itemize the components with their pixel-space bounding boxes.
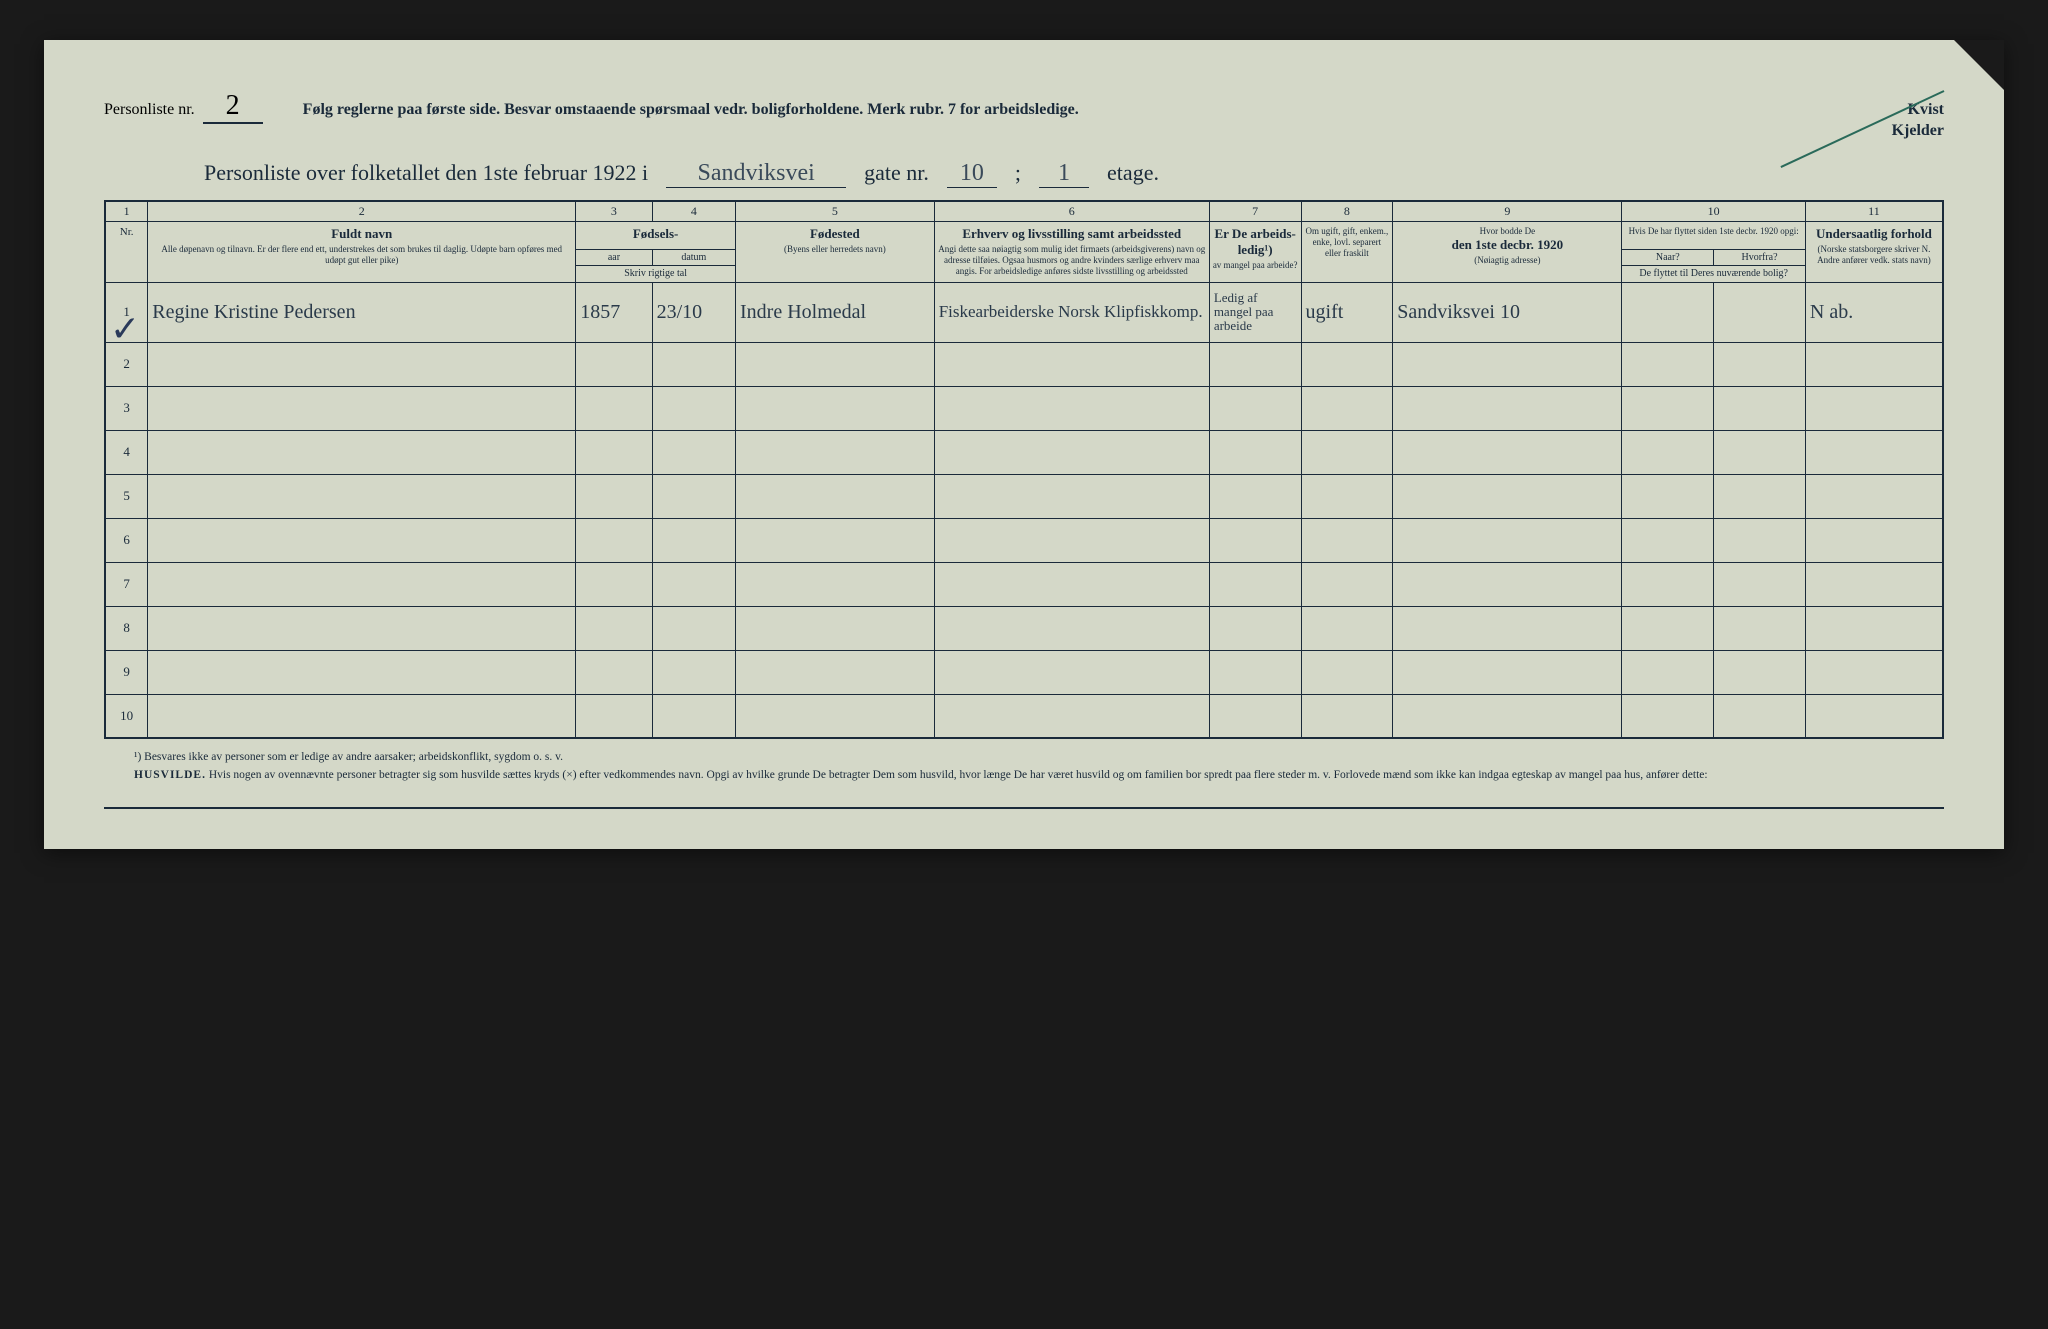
row-nr: 8	[105, 606, 148, 650]
col-birth-title: Fødsels-	[579, 226, 732, 242]
col-name-header: Fuldt navn Alle døpenavn og tilnavn. Er …	[148, 221, 576, 282]
colnum-8: 8	[1301, 201, 1393, 222]
census-form-page: Personliste nr. 2 Følg reglerne paa førs…	[44, 40, 2004, 849]
column-header-row: Nr. Fuldt navn Alle døpenavn og tilnavn.…	[105, 221, 1943, 249]
table-row: 8	[105, 606, 1943, 650]
personliste-nr-field: Personliste nr. 2	[104, 90, 263, 124]
col-nationality-title: Undersaatlig forhold	[1809, 226, 1939, 242]
cell-name: Regine Kristine Pedersen	[148, 282, 576, 342]
cell-marital: ugift	[1301, 282, 1393, 342]
table-row: 4	[105, 430, 1943, 474]
footnotes: ¹) Besvares ikke av personer som er ledi…	[104, 749, 1944, 783]
col-name-sub: Alle døpenavn og tilnavn. Er der flere e…	[151, 244, 572, 267]
col-marital-header: Om ugift, gift, enkem., enke, lovl. sepa…	[1301, 221, 1393, 282]
col-year-sub: aar	[576, 249, 652, 265]
col-occupation-sub: Angi dette saa nøiagtig som mulig idet f…	[938, 244, 1206, 278]
husvilde-text: Hvis nogen av ovennævnte personer betrag…	[209, 769, 1708, 781]
colnum-1: 1	[105, 201, 148, 222]
footnote-2: HUSVILDE. Hvis nogen av ovennævnte perso…	[134, 767, 1914, 783]
header-right-labels: Kvist Kjelder	[1892, 100, 1944, 142]
table-row: 1 Regine Kristine Pedersen 1857 23/10 In…	[105, 282, 1943, 342]
colnum-11: 11	[1805, 201, 1943, 222]
col-unemployed-title: Er De arbeids-ledig¹)	[1213, 226, 1298, 259]
colnum-4: 4	[652, 201, 735, 222]
table-row: 3	[105, 386, 1943, 430]
col-name-title: Fuldt navn	[151, 226, 572, 242]
cell-year: 1857	[576, 282, 652, 342]
table-row: 5	[105, 474, 1943, 518]
cell-moved-when	[1622, 282, 1714, 342]
col-address1920-header: Hvor bodde De den 1ste decbr. 1920 (Nøia…	[1393, 221, 1622, 282]
census-table: 1 2 3 4 5 6 7 8 9 10 11 Nr. Fuldt navn	[104, 200, 1944, 740]
cell-address1920: Sandviksvei 10	[1393, 282, 1622, 342]
cell-nationality: N ab.	[1805, 282, 1943, 342]
row-nr: 5	[105, 474, 148, 518]
col-nationality-header: Undersaatlig forhold (Norske statsborger…	[1805, 221, 1943, 282]
col-birth-note: Skriv rigtige tal	[576, 266, 736, 282]
col-birthplace-header: Fødested (Byens eller herredets navn)	[736, 221, 935, 282]
colnum-3: 3	[576, 201, 652, 222]
personliste-label: Personliste nr.	[104, 101, 195, 119]
cell-moved-from	[1714, 282, 1806, 342]
colnum-2: 2	[148, 201, 576, 222]
colnum-10: 10	[1622, 201, 1805, 222]
etage-label: etage.	[1107, 160, 1159, 186]
semicolon: ;	[1015, 160, 1021, 186]
column-number-row: 1 2 3 4 5 6 7 8 9 10 11	[105, 201, 1943, 222]
col-unemployed-sub: av mangel paa arbeide?	[1213, 260, 1298, 271]
col-address1920-sub: (Nøiagtig adresse)	[1396, 255, 1618, 266]
footnote-1: ¹) Besvares ikke av personer som er ledi…	[134, 749, 1914, 765]
bottom-rule	[104, 807, 1944, 809]
table-row: 10	[105, 694, 1943, 738]
table-body: 1 Regine Kristine Pedersen 1857 23/10 In…	[105, 282, 1943, 738]
personliste-nr-value: 2	[203, 90, 263, 124]
row-nr: 7	[105, 562, 148, 606]
header-top-row: Personliste nr. 2 Følg reglerne paa førs…	[104, 90, 1944, 142]
table-row: 6	[105, 518, 1943, 562]
col-birth-header: Fødsels-	[576, 221, 736, 249]
gate-nr-value: 10	[947, 160, 997, 188]
row-nr: 10	[105, 694, 148, 738]
kjelder-label: Kjelder	[1892, 121, 1944, 142]
header-instructions: Følg reglerne paa første side. Besvar om…	[303, 101, 1852, 119]
col-birthplace-title: Fødested	[739, 226, 931, 242]
gate-label: gate nr.	[864, 160, 929, 186]
cell-unemployed: Ledig af mangel paa arbeide	[1209, 282, 1301, 342]
row-nr: 3	[105, 386, 148, 430]
table-row: 2	[105, 342, 1943, 386]
colnum-5: 5	[736, 201, 935, 222]
table-row: 7	[105, 562, 1943, 606]
col-moved-sub: De flyttet til Deres nuværende bolig?	[1622, 266, 1805, 282]
header-title-row: Personliste over folketallet den 1ste fe…	[104, 160, 1944, 188]
table-row: 9	[105, 650, 1943, 694]
col-birthplace-sub: (Byens eller herredets navn)	[739, 244, 931, 255]
col-nationality-sub: (Norske statsborgere skriver N. Andre an…	[1809, 244, 1939, 267]
col-unemployed-header: Er De arbeids-ledig¹) av mangel paa arbe…	[1209, 221, 1301, 282]
cell-occupation: Fiskearbeiderske Norsk Klipfiskkomp.	[934, 282, 1209, 342]
col-nr-header: Nr.	[105, 221, 148, 282]
col-address1920-title: den 1ste decbr. 1920	[1396, 237, 1618, 253]
census-title: Personliste over folketallet den 1ste fe…	[204, 160, 648, 186]
row-nr: 9	[105, 650, 148, 694]
col-moved-when: Naar?	[1622, 249, 1714, 265]
col-marital-title: Om ugift, gift, enkem., enke, lovl. sepa…	[1305, 226, 1390, 260]
col-moved-header: Hvis De har flyttet siden 1ste decbr. 19…	[1622, 221, 1805, 249]
street-value: Sandviksvei	[666, 160, 846, 188]
row-nr: 6	[105, 518, 148, 562]
col-address1920-pre: Hvor bodde De	[1396, 226, 1618, 237]
cell-date: 23/10	[652, 282, 735, 342]
col-occupation-title: Erhverv og livsstilling samt arbeidssted	[938, 226, 1206, 242]
colnum-9: 9	[1393, 201, 1622, 222]
col-moved-title: Hvis De har flyttet siden 1ste decbr. 19…	[1625, 226, 1801, 237]
cell-birthplace: Indre Holmedal	[736, 282, 935, 342]
col-occupation-header: Erhverv og livsstilling samt arbeidssted…	[934, 221, 1209, 282]
colnum-6: 6	[934, 201, 1209, 222]
etage-nr-value: 1	[1039, 160, 1089, 188]
col-date-sub: datum	[652, 249, 735, 265]
colnum-7: 7	[1209, 201, 1301, 222]
row-nr: 4	[105, 430, 148, 474]
husvilde-label: HUSVILDE.	[134, 769, 206, 781]
checkmark-icon: ✓	[110, 308, 140, 350]
col-moved-from: Hvorfra?	[1714, 249, 1806, 265]
